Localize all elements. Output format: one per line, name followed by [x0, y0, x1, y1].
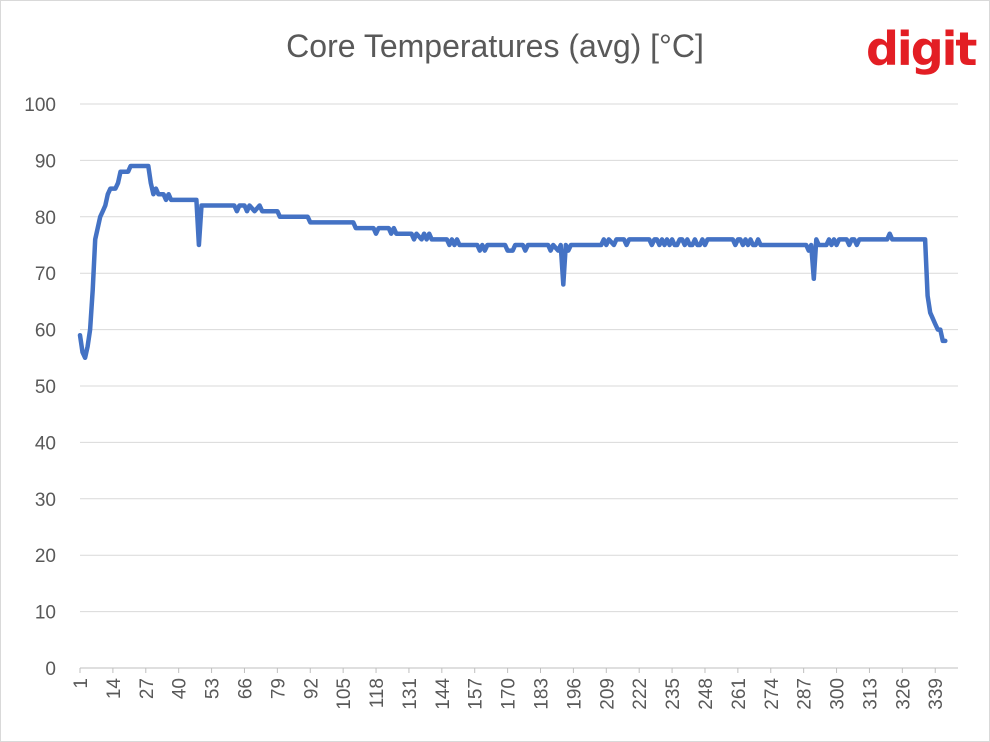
y-tick-label: 40 [35, 433, 56, 454]
x-tick-label: 66 [235, 678, 256, 699]
x-tick-label: 14 [104, 678, 125, 700]
x-tick-label: 274 [762, 678, 783, 710]
x-tick-label: 300 [828, 678, 849, 710]
x-tick-label: 222 [630, 678, 651, 710]
y-tick-label: 70 [35, 264, 56, 285]
y-tick-label: 100 [24, 95, 56, 116]
x-tick-label: 1 [71, 678, 92, 689]
x-tick-label: 196 [564, 678, 585, 710]
x-tick-label: 326 [893, 678, 914, 710]
x-axis-ticks: 1 14 27 40 53 66 79 92 105 118 131 144 157 170 183 196 2… [71, 668, 947, 710]
y-tick-label: 0 [45, 659, 56, 680]
y-tick-label: 30 [35, 490, 56, 511]
x-tick-label: 261 [729, 678, 750, 710]
y-tick-label: 90 [35, 151, 56, 172]
x-tick-label: 248 [696, 678, 717, 710]
chart-title: Core Temperatures (avg) [°C] [286, 28, 704, 64]
y-axis-ticks: 0 10 20 30 40 50 60 70 80 90 100 [24, 95, 56, 680]
y-tick-label: 20 [35, 546, 56, 567]
x-tick-label: 183 [532, 678, 553, 710]
x-tick-label: 105 [334, 678, 355, 710]
x-tick-label: 79 [268, 678, 289, 699]
x-tick-label: 339 [926, 678, 947, 710]
x-tick-label: 235 [663, 678, 684, 710]
series-line-0 [77, 163, 948, 361]
y-tick-label: 50 [35, 377, 56, 398]
series-layer [77, 163, 948, 361]
x-tick-label: 40 [170, 678, 191, 699]
y-tick-label: 10 [35, 603, 56, 624]
digit-logo: digit [866, 22, 977, 76]
x-tick-label: 209 [597, 678, 618, 710]
x-tick-label: 157 [466, 678, 487, 710]
x-tick-label: 170 [499, 678, 520, 710]
x-tick-label: 118 [367, 678, 388, 708]
y-tick-label: 60 [35, 321, 56, 342]
x-tick-label: 53 [203, 678, 224, 699]
x-tick-label: 287 [795, 678, 816, 710]
y-tick-label: 80 [35, 208, 56, 229]
x-tick-label: 144 [433, 678, 454, 710]
x-tick-label: 92 [301, 678, 322, 699]
x-tick-label: 131 [400, 678, 421, 710]
x-tick-label: 27 [137, 678, 158, 699]
x-tick-label: 313 [860, 678, 881, 710]
gridlines [80, 103, 958, 669]
